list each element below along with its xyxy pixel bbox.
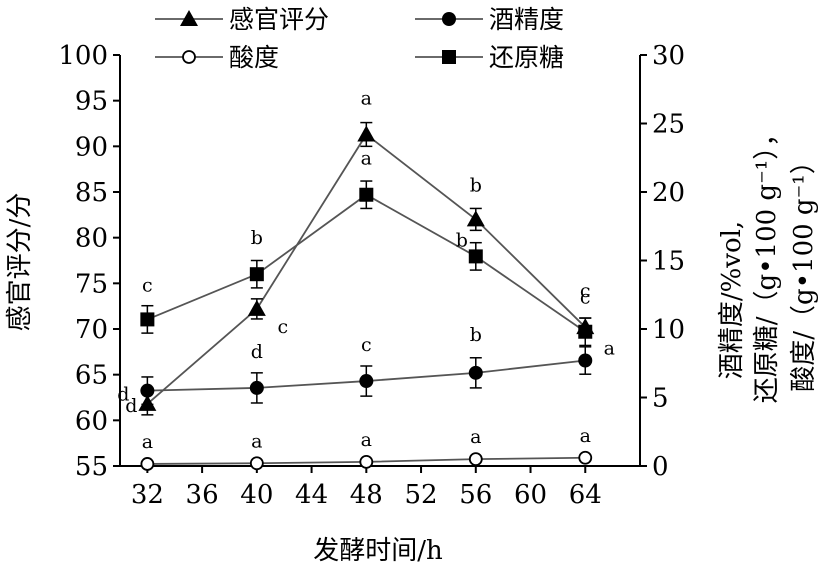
significance-label: b [470,324,482,346]
significance-label: a [361,148,372,170]
y-right-tick-label: 25 [652,110,685,140]
data-point [468,365,483,380]
data-point [359,187,374,202]
data-point [578,324,593,339]
data-point [468,249,483,264]
significance-label: a [470,426,481,448]
y-left-tick-label: 80 [75,224,108,254]
significance-label: a [251,430,262,452]
y-right-tick-label: 15 [652,247,685,277]
y-axis-left-title: 感官评分/分 [5,193,35,332]
y-right-tick-label: 10 [652,315,685,345]
y-right-tick-label: 20 [652,178,685,208]
y-axis-right-title-line3: 酸度/（g•100 g⁻¹） [789,148,819,391]
significance-label: c [580,287,591,309]
significance-label: a [604,338,615,360]
data-point [140,457,155,471]
significance-label: a [580,425,591,447]
data-point [359,374,374,389]
legend-marker [180,10,198,26]
data-point [578,353,593,368]
y-left-tick-label: 70 [75,315,108,345]
legend-label: 酸度 [229,43,279,72]
legend-marker [182,50,196,64]
y-axis-right-title-line1: 酒精度/%vol, [717,221,747,379]
y-left-tick-label: 85 [75,178,108,208]
axes: 32 36 40 44 48 52 56 60 64 55 60 65 70 75 80 85 90 95 100 0… [58,41,685,510]
series-4: c b a b c [140,148,593,347]
significance-label: a [142,431,153,453]
y-axis-right-title-line2: 还原糖/（g•100 g⁻¹）， [752,121,782,403]
legend-item-4: 还原糖 [415,43,564,72]
x-tick-label: 40 [240,480,273,510]
legend-item-3: 酸度 [155,43,279,72]
significance-label: c [361,334,372,356]
data-point [249,267,264,282]
legend-label: 感官评分 [229,5,329,34]
data-point [357,125,376,142]
data-point [578,450,593,465]
significance-label: a [361,429,372,451]
data-point [466,210,485,227]
y-right-tick-label: 30 [652,41,685,71]
x-tick-label: 36 [186,480,219,510]
significance-label: d [125,395,137,417]
significance-label: a [361,87,372,109]
data-point [249,456,264,471]
x-tick-label: 52 [405,480,438,510]
x-tick-label: 32 [131,480,164,510]
x-tick-label: 64 [569,480,602,510]
data-point [140,312,155,327]
significance-label: b [456,229,468,251]
legend-marker [442,50,456,64]
significance-label: b [251,227,263,249]
significance-label: d [251,341,263,363]
y-right-tick-label: 0 [652,452,669,482]
significance-label: c [580,280,591,302]
legend-item-1: 感官评分 [155,5,329,34]
x-tick-label: 44 [295,480,328,510]
data-point [247,299,266,316]
y-left-tick-label: 95 [75,87,108,117]
x-tick-label: 48 [350,480,383,510]
significance-label: c [278,316,289,338]
data-point [359,454,374,469]
legend-marker [442,12,456,26]
legend-item-2: 酒精度 [415,5,564,34]
x-tick-label: 56 [459,480,492,510]
y-left-tick-label: 75 [75,269,108,299]
legend-label: 酒精度 [489,5,564,34]
y-right-tick-label: 5 [652,384,669,414]
y-left-tick-label: 55 [75,452,108,482]
significance-label: b [470,174,482,196]
x-tick-label: 60 [514,480,547,510]
data-point [249,380,264,395]
significance-label: d [117,384,129,406]
x-axis-title: 发酵时间/h [313,536,443,566]
y-left-tick-label: 90 [75,132,108,162]
data-point [468,452,483,467]
y-left-tick-label: 60 [75,406,108,436]
data-point [140,383,155,398]
y-left-tick-label: 65 [75,361,108,391]
series-line [146,133,586,405]
legend-label: 还原糖 [489,43,564,72]
series-2: d d c b a [117,324,615,406]
y-left-tick-label: 100 [58,41,108,71]
significance-label: c [142,274,153,296]
